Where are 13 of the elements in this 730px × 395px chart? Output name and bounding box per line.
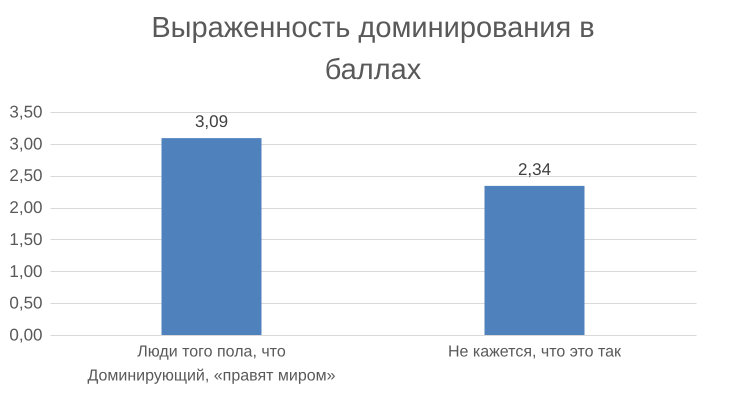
y-tick-label: 2,50 (9, 166, 42, 186)
y-tick-label: 3,00 (9, 134, 42, 154)
y-tick-label: 0,50 (9, 294, 42, 313)
y-tick-label: 1,00 (9, 262, 42, 281)
x-tick-label: Люди того пола, что Доминирующий, «правят миром» (87, 344, 336, 384)
data-label: 3,09 (194, 112, 228, 132)
chart-title: Выраженность доминирования в баллах (151, 12, 595, 86)
data-label: 2,34 (518, 160, 552, 179)
y-tick-label: 0,00 (9, 326, 42, 344)
y-tick-label: 1,50 (9, 230, 42, 249)
y-tick-label: 3,50 (9, 102, 42, 122)
x-tick-label: Не кажется, что это так (448, 344, 622, 360)
y-tick-label: 2,00 (9, 198, 42, 218)
